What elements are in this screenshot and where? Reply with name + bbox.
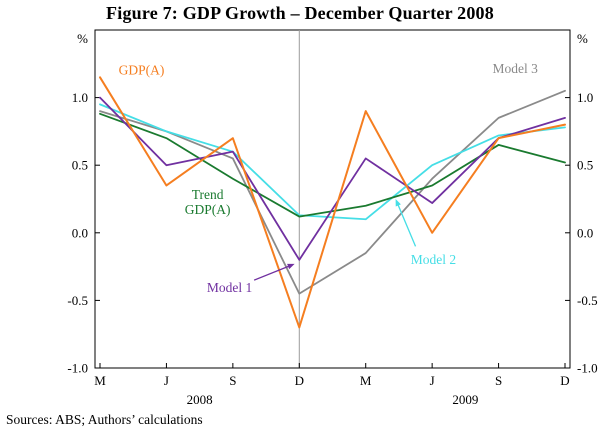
- annotation-trend: GDP(A): [185, 202, 231, 217]
- y-tick-label-left: -0.5: [67, 293, 88, 308]
- plot-frame: [94, 29, 571, 369]
- x-tick-label: M: [360, 373, 372, 388]
- annotation-arrowhead-model-1: [287, 263, 295, 270]
- annotation-trend: Trend: [192, 187, 224, 202]
- annotation-arrowhead-model-2: [395, 199, 401, 207]
- y-tick-label-right: 0.5: [577, 158, 593, 173]
- year-label-2009: 2009: [452, 392, 478, 407]
- annotation-model-1: Model 1: [207, 280, 252, 295]
- annotation-model-2: Model 2: [411, 252, 456, 267]
- series-line-model-1: [99, 96, 566, 261]
- y-tick-label-right: -1.0: [577, 361, 598, 376]
- year-label-2008: 2008: [187, 392, 213, 407]
- y-tick-label-left: 1.0: [72, 90, 88, 105]
- series-line-trend-gdp-a: [99, 112, 566, 218]
- percent-label-right: %: [577, 31, 588, 46]
- x-tick-label: D: [295, 373, 304, 388]
- y-tick-label-right: 0.0: [577, 225, 593, 240]
- figure-title: Figure 7: GDP Growth – December Quarter …: [106, 3, 494, 23]
- y-tick-label-left: -1.0: [67, 361, 88, 376]
- series-line-model-3: [99, 89, 566, 295]
- series-line-gdp-a: [99, 76, 566, 329]
- x-tick-label: M: [94, 373, 106, 388]
- annotation-model-3: Model 3: [492, 61, 538, 76]
- y-tick-label-left: 0.5: [72, 158, 88, 173]
- gdp-growth-chart: 1.0 1.0 0.5 0.5 0.0 0.0 -0.5 -0.5 -1.0 -1.0% % M J S D…: [67, 29, 598, 407]
- x-tick-label: D: [560, 373, 569, 388]
- x-tick-label: J: [164, 373, 169, 388]
- annotation-gdp-a: GDP(A): [119, 63, 165, 78]
- x-tick-label: J: [430, 373, 435, 388]
- y-tick-label-left: 0.0: [72, 225, 88, 240]
- x-tick-label: S: [229, 373, 236, 388]
- x-tick-label: S: [495, 373, 502, 388]
- y-tick-label-right: 1.0: [577, 90, 593, 105]
- sources-note: Sources: ABS; Authors’ calculations: [6, 412, 203, 427]
- annotation-arrow-line-model-1: [253, 264, 292, 281]
- annotation-arrow-line-model-2: [396, 202, 417, 247]
- y-tick-label-right: -0.5: [577, 293, 598, 308]
- percent-label-left: %: [77, 31, 88, 46]
